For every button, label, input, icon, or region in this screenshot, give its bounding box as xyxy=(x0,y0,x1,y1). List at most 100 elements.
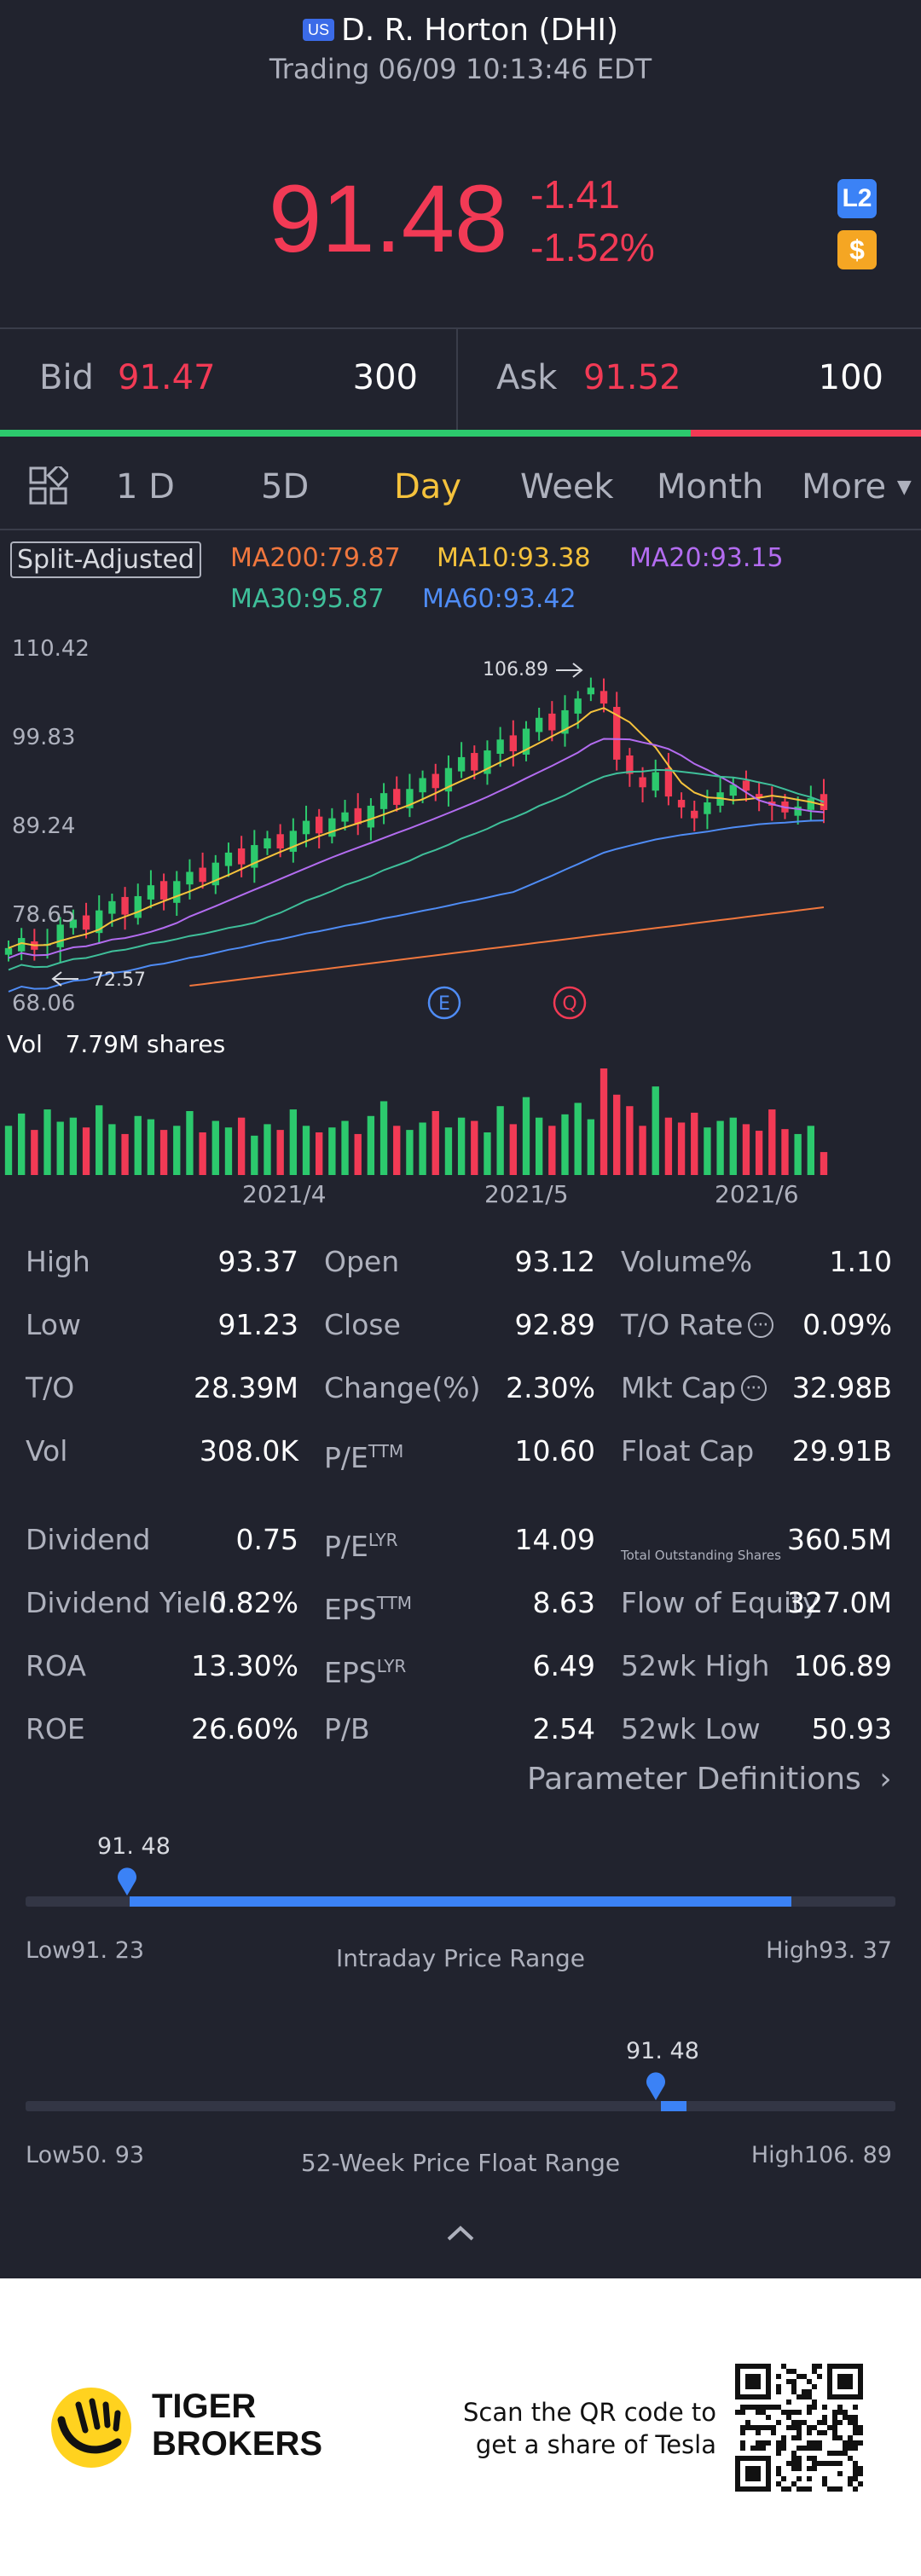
stat-value: 8.63 xyxy=(532,1586,595,1619)
ma20-line xyxy=(8,738,825,959)
week52-range-title: 52-Week Price Float Range xyxy=(300,2149,621,2177)
stat-value: 2.30% xyxy=(506,1371,595,1404)
high-marker: 106.89 xyxy=(483,659,583,680)
volume-bar xyxy=(820,1152,828,1175)
volume-bar xyxy=(548,1126,556,1175)
candle-body xyxy=(444,767,453,792)
stat-value: 13.30% xyxy=(191,1649,298,1682)
price-change-percent: -1.52% xyxy=(530,225,655,269)
volume-bar xyxy=(509,1124,517,1175)
volume-bar xyxy=(755,1131,763,1175)
candle-body xyxy=(379,793,388,809)
volume-bar xyxy=(173,1126,181,1175)
ask-section[interactable]: Ask 91.52 100 xyxy=(460,329,921,430)
candle-body xyxy=(471,753,478,771)
trade-dollar-badge[interactable]: $ xyxy=(837,230,877,269)
candle-body xyxy=(69,919,78,929)
bid-price: 91.47 xyxy=(118,358,216,397)
x-tick: 2021/4 xyxy=(242,1180,327,1208)
ask-price: 91.52 xyxy=(583,358,681,397)
bid-section[interactable]: Bid 91.47 300 xyxy=(0,329,460,430)
y-tick: 68.06 xyxy=(12,991,76,1016)
week52-pin-icon xyxy=(645,2070,667,2101)
last-price: 91.48 xyxy=(269,165,508,272)
candle-body xyxy=(664,767,673,797)
volume-bar xyxy=(484,1132,491,1175)
stat-value: 93.12 xyxy=(514,1245,595,1278)
stock-title: US D. R. Horton (DHI) xyxy=(0,12,921,49)
candle-body xyxy=(587,687,595,695)
layout-grid-icon[interactable] xyxy=(29,463,71,506)
info-more-icon[interactable] xyxy=(748,1309,774,1343)
tab-1d[interactable]: 1 D xyxy=(116,467,175,507)
volume-bar xyxy=(328,1127,336,1175)
volume-bar xyxy=(264,1124,271,1175)
candle-body xyxy=(639,777,646,788)
stat-label: High xyxy=(26,1245,90,1278)
intraday-current-label: 91. 48 xyxy=(97,1833,171,1860)
ma20-label: MA20:93.15 xyxy=(629,543,784,573)
tiger-brokers-logo-icon xyxy=(49,2386,133,2473)
volume-bar xyxy=(794,1133,802,1175)
candle-body xyxy=(108,900,116,914)
qr-code-icon[interactable] xyxy=(735,2364,863,2492)
stat-value: 0.75 xyxy=(235,1523,298,1556)
stat-label: P/B xyxy=(324,1712,370,1745)
volume-bar xyxy=(237,1117,246,1175)
price-change: -1.41 xyxy=(530,172,620,217)
tab-more[interactable]: More ▼ xyxy=(802,467,912,507)
volume-bar xyxy=(457,1117,466,1175)
candle-body xyxy=(159,881,168,900)
candle-body xyxy=(316,816,323,834)
volume-bar xyxy=(691,1112,698,1175)
tab-week[interactable]: Week xyxy=(520,467,614,507)
volume-bar xyxy=(652,1086,659,1175)
candle-body xyxy=(432,773,439,789)
brand-name: TIGER BROKERS xyxy=(152,2388,322,2463)
volume-bar xyxy=(367,1115,375,1175)
ma60-line xyxy=(8,819,825,993)
candle-body xyxy=(691,810,698,819)
stat-label: Open xyxy=(324,1245,400,1278)
volume-bar xyxy=(704,1127,711,1175)
volume-bar xyxy=(159,1130,168,1175)
tab-5d[interactable]: 5D xyxy=(261,467,310,507)
candlestick-chart[interactable]: 106.89 72.57 E Q xyxy=(0,622,921,1023)
qr-caption-line2: get a share of Tesla xyxy=(475,2430,716,2459)
svg-text:Q: Q xyxy=(562,993,576,1015)
tab-month[interactable]: Month xyxy=(657,467,764,507)
candle-body xyxy=(522,728,530,755)
bid-ratio-bar xyxy=(0,430,691,437)
volume-bar xyxy=(664,1117,673,1175)
quarterly-event-icon[interactable]: Q xyxy=(553,986,587,1020)
volume-bar xyxy=(561,1114,569,1175)
chevron-down-icon: ▼ xyxy=(896,477,912,498)
collapse-chevron-up-icon[interactable] xyxy=(447,2224,476,2246)
stat-value: 92.89 xyxy=(514,1308,595,1341)
tab-day[interactable]: Day xyxy=(394,467,461,507)
earnings-event-icon[interactable]: E xyxy=(427,986,461,1020)
volume-bar xyxy=(781,1129,789,1175)
split-adjusted-toggle[interactable]: Split-Adjusted xyxy=(10,541,201,578)
divider xyxy=(0,529,921,530)
volume-bar xyxy=(289,1109,298,1175)
info-more-icon[interactable] xyxy=(741,1372,768,1406)
stat-value: 6.49 xyxy=(532,1649,595,1682)
candle-body xyxy=(276,834,284,848)
stat-label: Mkt Cap xyxy=(621,1371,768,1406)
level2-badge[interactable]: L2 xyxy=(837,179,877,218)
volume-bar xyxy=(419,1122,426,1175)
bid-ask-bar: Bid 91.47 300 Ask 91.52 100 xyxy=(0,329,921,430)
ma10-label: MA10:93.38 xyxy=(437,543,591,573)
candle-body xyxy=(820,794,828,811)
volume-bar xyxy=(43,1109,51,1175)
parameter-definitions-link[interactable]: Parameter Definitions › xyxy=(527,1762,892,1797)
stat-label: P/ETTM xyxy=(324,1441,404,1474)
candle-body xyxy=(742,780,750,791)
intraday-range-title: Intraday Price Range xyxy=(335,1944,585,1972)
brand-line1: TIGER xyxy=(152,2388,257,2425)
ask-size: 100 xyxy=(818,358,883,397)
candle-body xyxy=(574,698,582,714)
stat-label: P/ELYR xyxy=(324,1530,398,1563)
volume-bar xyxy=(69,1117,78,1175)
